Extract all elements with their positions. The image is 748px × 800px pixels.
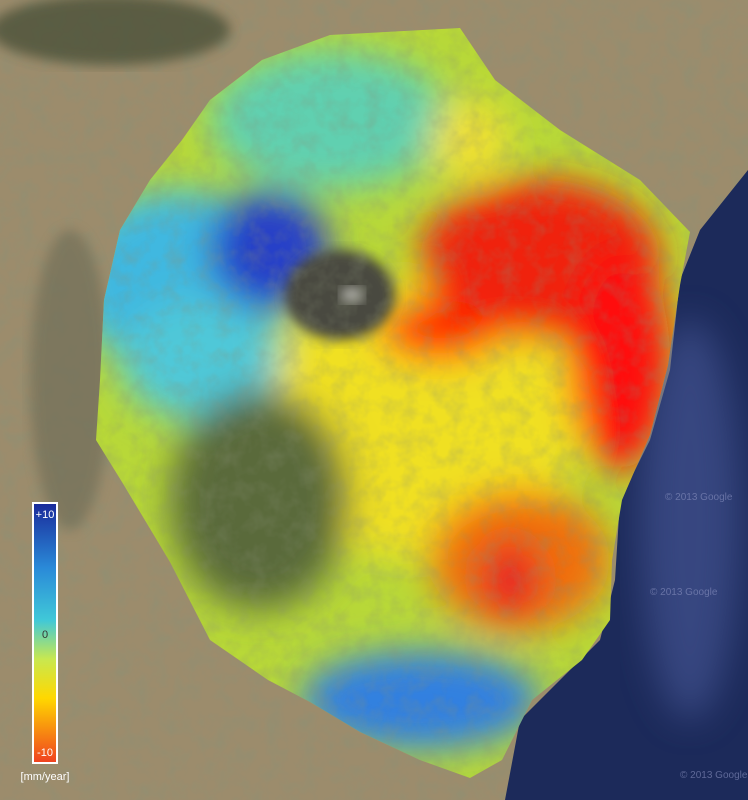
forest bbox=[0, 0, 230, 65]
watermark: © 2013 Google bbox=[680, 770, 748, 781]
legend-unit: [mm/year] bbox=[21, 771, 70, 783]
colorbar-gradient bbox=[32, 502, 58, 764]
colorbar: +10 0 -10 [mm/year] bbox=[21, 502, 70, 783]
sea-haze bbox=[640, 320, 740, 720]
valley bbox=[30, 230, 110, 530]
watermark: © 2013 Google bbox=[665, 492, 733, 503]
watermark: © 2013 Google bbox=[650, 587, 718, 598]
legend-mid: 0 bbox=[42, 629, 48, 641]
legend-max: +10 bbox=[36, 509, 55, 521]
legend-min: -10 bbox=[37, 747, 53, 759]
